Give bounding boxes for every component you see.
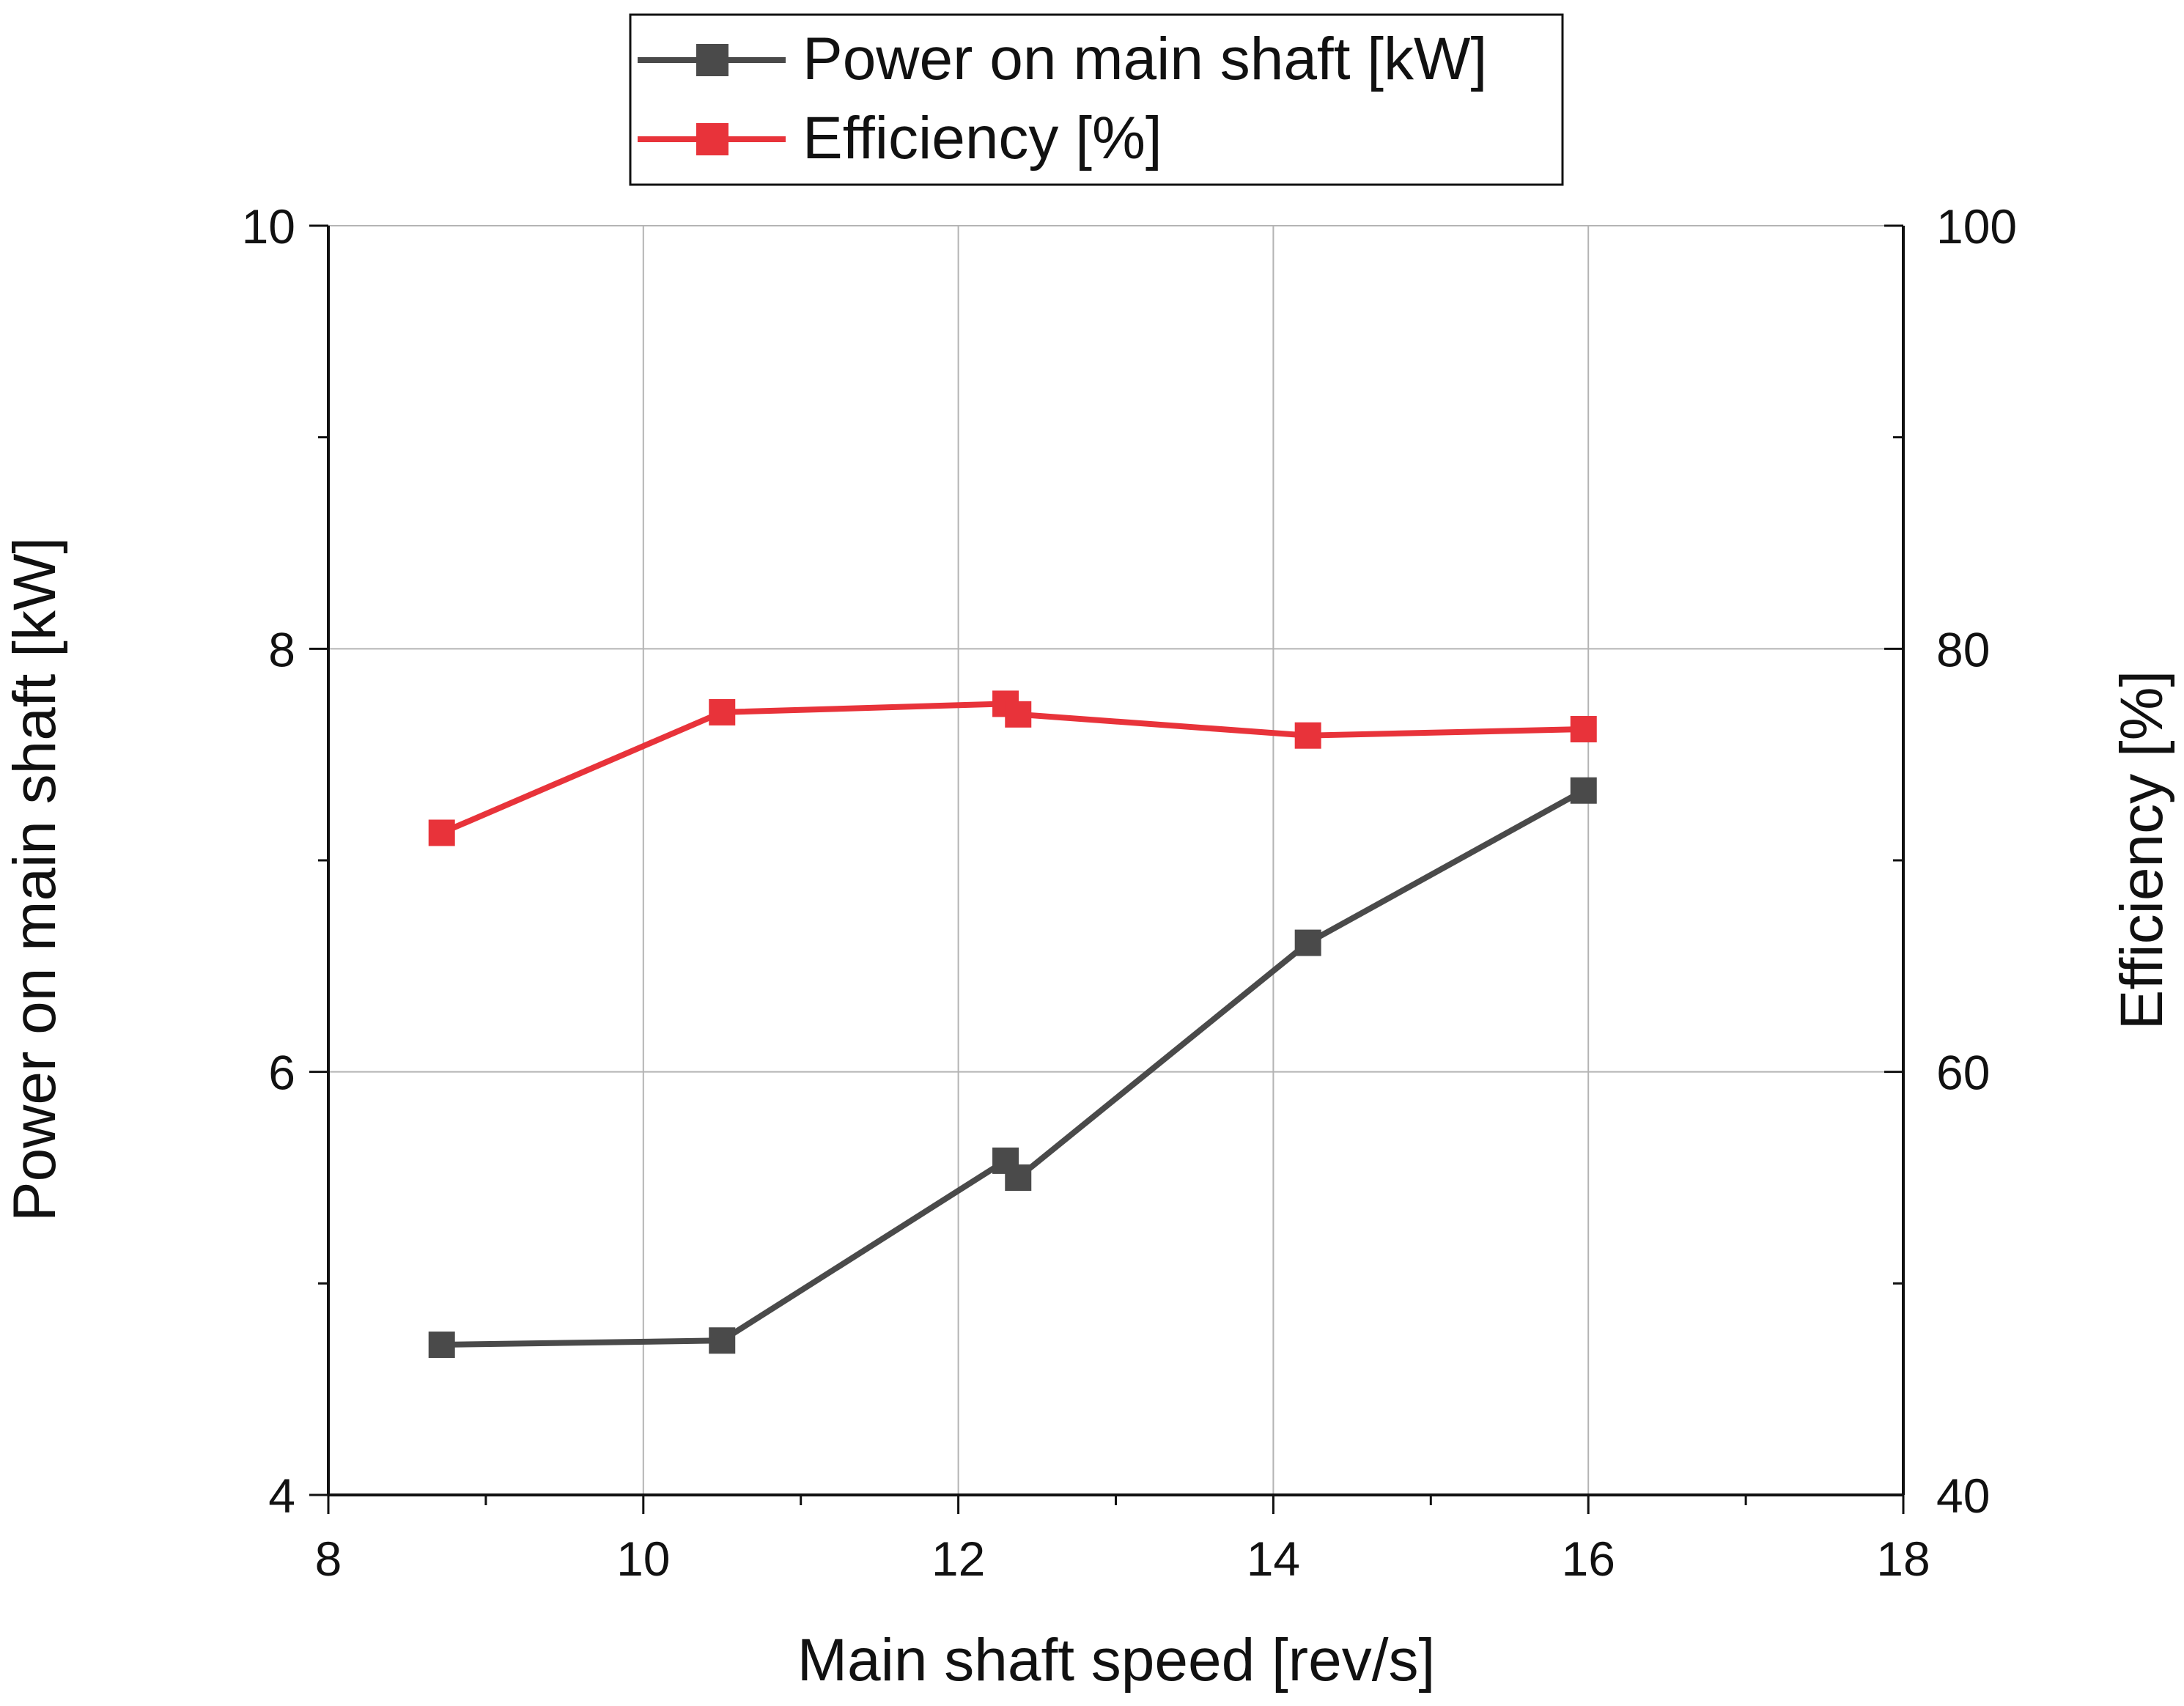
power-data-point — [709, 1327, 736, 1354]
x-tick-label: 16 — [1561, 1532, 1615, 1586]
x-tick-label: 14 — [1247, 1532, 1300, 1586]
y2-tick-label: 40 — [1936, 1469, 1990, 1523]
axes: 8 10 12 14 16 18 4 6 8 10 40 60 80 100 — [242, 199, 2018, 1586]
legend: Power on main shaft [kW] Efficiency [%] — [629, 13, 1564, 186]
power-data-point — [428, 1332, 455, 1359]
y-tick-label: 10 — [242, 199, 295, 254]
x-tick-label: 10 — [616, 1532, 670, 1586]
x-tick-label: 18 — [1876, 1532, 1930, 1586]
efficiency-data-point — [1570, 716, 1597, 743]
legend-marker-power — [696, 44, 728, 76]
x-axis-title: Main shaft speed [rev/s] — [797, 1627, 1436, 1694]
y-tick-label: 4 — [268, 1469, 295, 1523]
efficiency-data-point — [1005, 701, 1032, 728]
efficiency-data-point — [428, 819, 455, 846]
y2-tick-label: 60 — [1936, 1046, 1990, 1100]
y2-tick-label: 100 — [1936, 199, 2017, 254]
efficiency-data-point — [1294, 722, 1321, 749]
y2-axis-title: Efficiency [%] — [2109, 671, 2175, 1030]
y-tick-label: 6 — [268, 1046, 295, 1100]
y2-tick-label: 80 — [1936, 622, 1990, 676]
efficiency-data-point — [709, 698, 736, 725]
x-tick-label: 8 — [315, 1532, 342, 1586]
y-axis-title: Power on main shaft [kW] — [1, 537, 68, 1222]
legend-box — [629, 13, 1564, 186]
legend-marker-efficiency — [696, 123, 728, 155]
y-tick-label: 8 — [268, 622, 295, 676]
series-layer — [428, 690, 1597, 1359]
grid — [328, 225, 1903, 1495]
legend-label-power: Power on main shaft [kW] — [803, 26, 1487, 92]
legend-label-efficiency: Efficiency [%] — [803, 105, 1162, 171]
power-data-point — [1294, 929, 1321, 956]
power-data-point — [1570, 777, 1597, 804]
power-data-point — [1005, 1164, 1032, 1191]
x-tick-label: 12 — [931, 1532, 985, 1586]
